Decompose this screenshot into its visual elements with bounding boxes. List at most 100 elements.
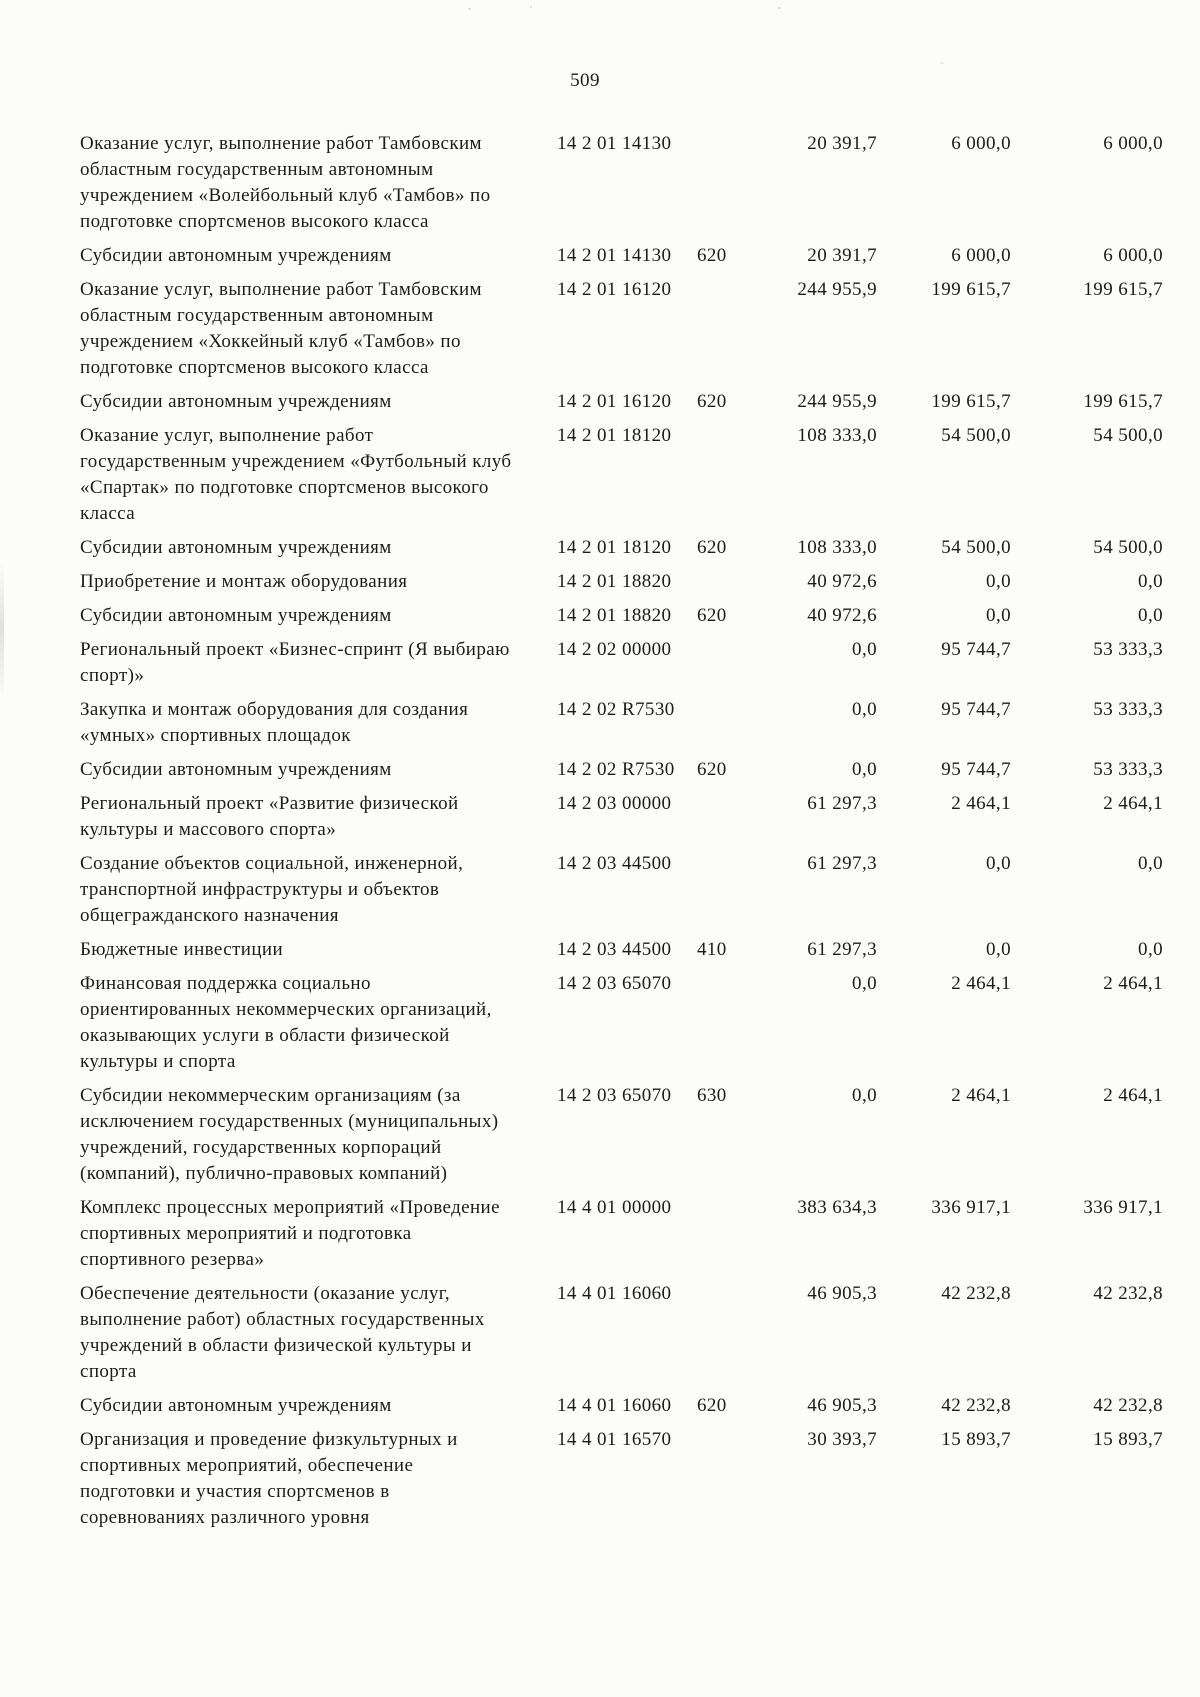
- table-row: Оказание услуг, выполнение работ Тамбовс…: [80, 131, 1163, 235]
- row-activity-name: Субсидии автономным учреждениям: [80, 245, 392, 266]
- scan-edge-smudge: [0, 560, 4, 700]
- row-budget-code: 14 4 01 16060: [557, 1395, 672, 1416]
- row-amount-col2: 199 615,7: [931, 279, 1011, 300]
- table-row: Субсидии автономным учреждениям 14 2 02 …: [80, 757, 1163, 783]
- row-expense-type-code: 620: [697, 391, 727, 412]
- row-amount-col1: 108 333,0: [797, 537, 877, 558]
- row-amount-col1: 0,0: [852, 759, 877, 780]
- row-amount-col3: 54 500,0: [1093, 425, 1163, 446]
- row-amount-col1: 40 972,6: [807, 571, 877, 592]
- row-activity-name: Субсидии автономным учреждениям: [80, 759, 392, 780]
- row-amount-col2: 2 464,1: [951, 973, 1011, 994]
- row-amount-col3: 15 893,7: [1093, 1429, 1163, 1450]
- row-amount-col1: 0,0: [852, 639, 877, 660]
- row-activity-name: Субсидии некоммерческим организациям (за…: [80, 1085, 499, 1184]
- table-row: Бюджетные инвестиции 14 2 03 44500 410 6…: [80, 937, 1163, 963]
- row-amount-col3: 199 615,7: [1083, 391, 1163, 412]
- row-budget-code: 14 2 01 14130: [557, 133, 672, 154]
- scan-noise-speck: [530, 6, 532, 8]
- scan-noise-speck: [941, 62, 943, 64]
- row-budget-code: 14 2 03 65070: [557, 1085, 672, 1106]
- row-amount-col3: 6 000,0: [1103, 245, 1163, 266]
- row-amount-col2: 95 744,7: [941, 759, 1011, 780]
- row-amount-col3: 42 232,8: [1093, 1395, 1163, 1416]
- row-expense-type-code: [690, 791, 737, 843]
- row-amount-col1: 30 393,7: [807, 1429, 877, 1450]
- row-budget-code: 14 4 01 00000: [557, 1197, 672, 1218]
- row-amount-col1: 20 391,7: [807, 133, 877, 154]
- row-budget-code: 14 2 03 65070: [557, 973, 672, 994]
- row-amount-col2: 54 500,0: [941, 425, 1011, 446]
- row-amount-col3: 6 000,0: [1103, 133, 1163, 154]
- table-row: Субсидии некоммерческим организациям (за…: [80, 1083, 1163, 1187]
- table-row: Субсидии автономным учреждениям 14 4 01 …: [80, 1393, 1163, 1419]
- row-expense-type-code: [690, 423, 737, 527]
- row-activity-name: Создание объектов социальной, инженерной…: [80, 853, 464, 926]
- row-expense-type-code: [690, 637, 737, 689]
- row-amount-col1: 46 905,3: [807, 1395, 877, 1416]
- row-amount-col3: 53 333,3: [1093, 759, 1163, 780]
- row-budget-code: 14 2 03 44500: [557, 853, 672, 874]
- row-amount-col2: 54 500,0: [941, 537, 1011, 558]
- row-activity-name: Комплекс процессных мероприятий «Проведе…: [80, 1197, 500, 1270]
- row-budget-code: 14 2 01 18120: [557, 425, 672, 446]
- table-row: Комплекс процессных мероприятий «Проведе…: [80, 1195, 1163, 1273]
- row-activity-name: Закупка и монтаж оборудования для создан…: [80, 699, 469, 746]
- row-amount-col3: 54 500,0: [1093, 537, 1163, 558]
- row-activity-name: Субсидии автономным учреждениям: [80, 1395, 392, 1416]
- row-amount-col2: 336 917,1: [931, 1197, 1011, 1218]
- row-amount-col3: 199 615,7: [1083, 279, 1163, 300]
- row-budget-code: 14 4 01 16060: [557, 1283, 672, 1304]
- row-activity-name: Обеспечение деятельности (оказание услуг…: [80, 1283, 485, 1382]
- table-row: Региональный проект «Развитие физической…: [80, 791, 1163, 843]
- row-expense-type-code: 620: [697, 537, 727, 558]
- row-amount-col2: 6 000,0: [951, 245, 1011, 266]
- scan-noise-speck: [778, 7, 781, 9]
- row-amount-col1: 244 955,9: [797, 391, 877, 412]
- row-amount-col3: 2 464,1: [1103, 973, 1163, 994]
- row-expense-type-code: [690, 971, 737, 1075]
- row-amount-col1: 61 297,3: [807, 853, 877, 874]
- row-activity-name: Субсидии автономным учреждениям: [80, 605, 392, 626]
- row-expense-type-code: 620: [697, 605, 727, 626]
- row-activity-name: Приобретение и монтаж оборудования: [80, 571, 408, 592]
- row-amount-col1: 40 972,6: [807, 605, 877, 626]
- row-expense-type-code: [690, 1281, 737, 1385]
- row-amount-col3: 336 917,1: [1083, 1197, 1163, 1218]
- row-activity-name: Региональный проект «Развитие физической…: [80, 793, 459, 840]
- row-expense-type-code: 620: [697, 759, 727, 780]
- table-row: Региональный проект «Бизнес-спринт (Я вы…: [80, 637, 1163, 689]
- row-expense-type-code: [690, 851, 737, 929]
- row-expense-type-code: [690, 1427, 737, 1531]
- row-amount-col2: 0,0: [986, 939, 1011, 960]
- table-row: Обеспечение деятельности (оказание услуг…: [80, 1281, 1163, 1385]
- page-number: 509: [570, 70, 600, 91]
- row-amount-col3: 2 464,1: [1103, 793, 1163, 814]
- row-amount-col2: 42 232,8: [941, 1395, 1011, 1416]
- table-row: Субсидии автономным учреждениям 14 2 01 …: [80, 243, 1163, 269]
- row-budget-code: 14 2 01 18120: [557, 537, 672, 558]
- table-row: Оказание услуг, выполнение работ государ…: [80, 423, 1163, 527]
- table-row: Финансовая поддержка социально ориентиро…: [80, 971, 1163, 1075]
- row-amount-col2: 0,0: [986, 571, 1011, 592]
- table-row: Субсидии автономным учреждениям 14 2 01 …: [80, 603, 1163, 629]
- table-row: Оказание услуг, выполнение работ Тамбовс…: [80, 277, 1163, 381]
- row-activity-name: Оказание услуг, выполнение работ государ…: [80, 425, 512, 524]
- row-amount-col1: 0,0: [852, 1085, 877, 1106]
- row-activity-name: Организация и проведение физкультурных и…: [80, 1429, 458, 1528]
- row-budget-code: 14 2 01 18820: [557, 605, 672, 626]
- row-budget-code: 14 2 01 18820: [557, 571, 672, 592]
- row-amount-col3: 42 232,8: [1093, 1283, 1163, 1304]
- row-amount-col1: 46 905,3: [807, 1283, 877, 1304]
- row-amount-col2: 15 893,7: [941, 1429, 1011, 1450]
- row-activity-name: Оказание услуг, выполнение работ Тамбовс…: [80, 279, 482, 378]
- row-amount-col2: 0,0: [986, 853, 1011, 874]
- table-row: Субсидии автономным учреждениям 14 2 01 …: [80, 389, 1163, 415]
- row-amount-col2: 6 000,0: [951, 133, 1011, 154]
- row-budget-code: 14 2 03 00000: [557, 793, 672, 814]
- row-expense-type-code: [690, 1195, 737, 1273]
- row-amount-col3: 0,0: [1138, 605, 1163, 626]
- row-expense-type-code: 630: [697, 1085, 727, 1106]
- row-activity-name: Субсидии автономным учреждениям: [80, 537, 392, 558]
